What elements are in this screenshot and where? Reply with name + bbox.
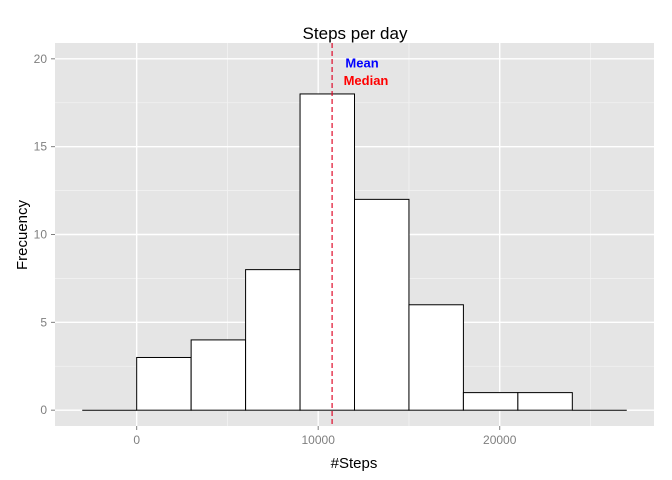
histogram-bar (354, 198, 410, 411)
histogram-bar (462, 392, 519, 411)
y-tick-label: 5 (40, 315, 47, 329)
y-axis-title: Frecuency (14, 199, 31, 270)
x-tick-label: 20000 (483, 433, 517, 447)
histogram-bar (190, 339, 247, 411)
chart-title: Steps per day (303, 24, 408, 43)
x-tick-label: 0 (133, 433, 140, 447)
y-tick-label: 10 (34, 228, 48, 242)
annotations: Mean Median (344, 56, 389, 89)
y-axis-ticks: 0 5 10 15 20 (34, 52, 55, 417)
histogram-bar (136, 356, 192, 411)
histogram-bar (408, 304, 464, 411)
y-tick-label: 20 (34, 52, 48, 66)
annotation-mean: Mean (345, 56, 378, 71)
annotation-median: Median (344, 73, 389, 88)
x-axis-title: #Steps (331, 455, 378, 472)
histogram-bars (82, 93, 627, 411)
y-tick-label: 0 (40, 403, 47, 417)
x-tick-label: 10000 (302, 433, 336, 447)
histogram-bar (517, 392, 573, 411)
histogram-bar (299, 93, 355, 411)
y-tick-label: 15 (34, 140, 48, 154)
x-axis-ticks: 0 10000 20000 (133, 426, 517, 447)
histogram-bar (245, 269, 301, 411)
